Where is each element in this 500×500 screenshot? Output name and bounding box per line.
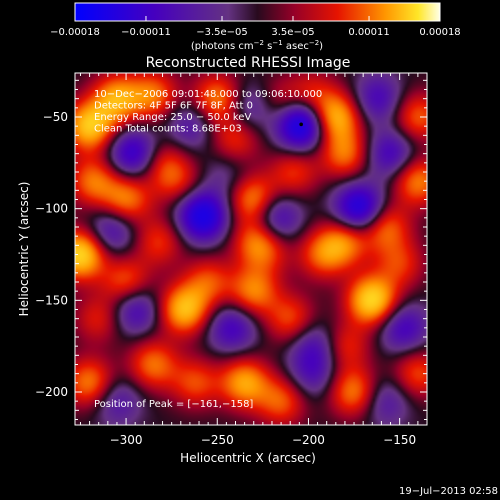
x-axis-label: Heliocentric X (arcsec) xyxy=(180,451,316,465)
y-axis-label: Heliocentric Y (arcsec) xyxy=(17,182,31,317)
colorbar-tick-label: −3.5e−05 xyxy=(196,27,248,38)
colorbar-tick-label: 0.00018 xyxy=(419,27,460,38)
plot-frame xyxy=(74,72,428,426)
x-tick-label: −300 xyxy=(110,433,143,447)
heatmap-area xyxy=(75,73,427,425)
x-axis: −300 −250 −200 −150 xyxy=(79,73,428,447)
heatmap-image xyxy=(75,73,427,425)
colorbar-tick-label: 0.00011 xyxy=(348,27,389,38)
y-axis: −50 −100 −150 −200 xyxy=(35,79,427,420)
annotation-line: Clean Total counts: 8.68E+03 xyxy=(94,124,242,135)
chart-title: Reconstructed RHESSI Image xyxy=(146,55,351,71)
colorbar-tick-label: −0.00011 xyxy=(121,27,171,38)
y-tick-label: −150 xyxy=(35,293,68,307)
annotation-line: Energy Range: 25.0 − 50.0 keV xyxy=(94,112,251,123)
date-stamp: 19−Jul−2013 02:58 xyxy=(399,486,498,497)
x-tick-label: −250 xyxy=(201,433,234,447)
annotations: 10−Dec−2006 09:01:48.000 to 09:06:10.000… xyxy=(94,89,322,135)
y-tick-label: −50 xyxy=(43,110,68,124)
colorbar-gradient xyxy=(74,2,441,22)
peak-marker xyxy=(299,122,303,127)
y-tick-label: −200 xyxy=(35,385,68,399)
colorbar-units: (photons cm−2 s−1 asec−2) xyxy=(191,39,323,52)
colorbar: −0.00018 −0.00011 −3.5e−05 3.5e−05 0.00011 0.… xyxy=(50,2,461,52)
colorbar-ticks: −0.00018 −0.00011 −3.5e−05 3.5e−05 0.00011 0.… xyxy=(50,16,461,38)
y-tick-label: −100 xyxy=(35,202,68,216)
x-tick-label: −150 xyxy=(383,433,416,447)
colorbar-tick-label: 3.5e−05 xyxy=(271,27,314,38)
peak-label: Position of Peak = [−161,−158] xyxy=(94,399,253,410)
peak-dot xyxy=(299,122,303,127)
colorbar-tick-label: −0.00018 xyxy=(50,27,100,38)
annotation-line: Detectors: 4F 5F 6F 7F 8F, Att 0 xyxy=(94,101,253,112)
x-tick-label: −200 xyxy=(292,433,325,447)
annotation-line: 10−Dec−2006 09:01:48.000 to 09:06:10.000 xyxy=(94,89,322,100)
